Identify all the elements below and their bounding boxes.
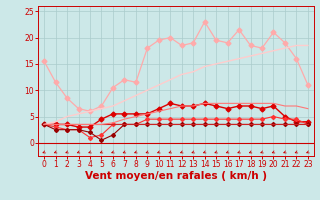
X-axis label: Vent moyen/en rafales ( km/h ): Vent moyen/en rafales ( km/h ) xyxy=(85,171,267,181)
